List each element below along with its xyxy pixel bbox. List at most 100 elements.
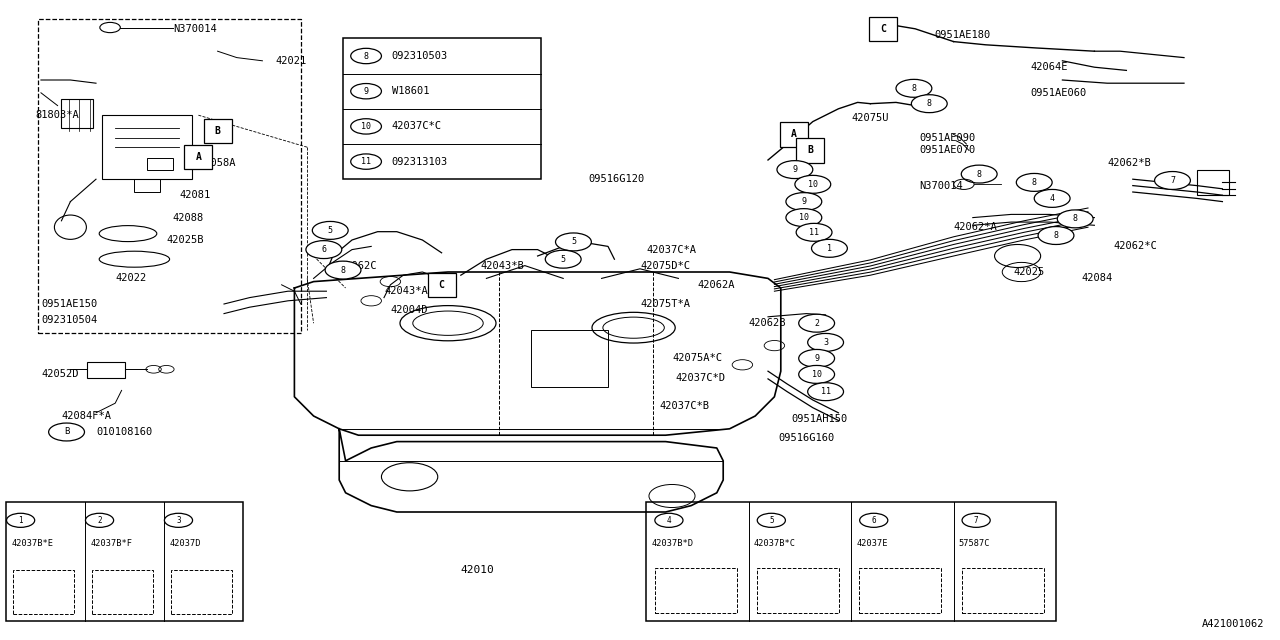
Circle shape <box>306 241 342 259</box>
Bar <box>6 502 243 621</box>
Bar <box>102 115 192 179</box>
Text: 092310504: 092310504 <box>41 315 97 325</box>
Text: 81803*A: 81803*A <box>36 110 79 120</box>
Text: 42037B*C: 42037B*C <box>754 540 796 548</box>
Text: 42084: 42084 <box>1082 273 1112 284</box>
Circle shape <box>786 209 822 227</box>
Text: 5: 5 <box>769 516 773 525</box>
Text: 9: 9 <box>792 165 797 174</box>
Text: 4: 4 <box>667 516 671 525</box>
Circle shape <box>799 314 835 332</box>
Bar <box>92 570 154 614</box>
Text: N370014: N370014 <box>173 24 216 34</box>
Text: 11: 11 <box>809 228 819 237</box>
Text: 10: 10 <box>808 180 818 189</box>
Text: 5: 5 <box>561 255 566 264</box>
Text: 42075T*A: 42075T*A <box>640 299 690 309</box>
Text: 0951AE180: 0951AE180 <box>934 30 991 40</box>
Text: 8: 8 <box>1073 214 1078 223</box>
Circle shape <box>556 233 591 251</box>
Circle shape <box>911 95 947 113</box>
Text: 8: 8 <box>1053 231 1059 240</box>
Circle shape <box>808 383 844 401</box>
Text: 42037D: 42037D <box>169 540 201 548</box>
Text: 0951AE060: 0951AE060 <box>1030 88 1087 98</box>
Text: 7: 7 <box>1170 176 1175 185</box>
Text: 0951AE090: 0951AE090 <box>919 132 975 143</box>
Text: B: B <box>64 428 69 436</box>
Text: 9: 9 <box>364 86 369 96</box>
Text: 092310503: 092310503 <box>392 51 448 61</box>
Text: 42004D: 42004D <box>390 305 428 316</box>
Circle shape <box>799 349 835 367</box>
Text: B: B <box>808 145 813 156</box>
Text: 8: 8 <box>927 99 932 108</box>
Text: B: B <box>215 126 220 136</box>
Bar <box>13 570 74 614</box>
Bar <box>646 502 1056 621</box>
Text: 5: 5 <box>328 226 333 235</box>
Circle shape <box>1034 189 1070 207</box>
Text: 57587C: 57587C <box>959 540 991 548</box>
Text: 42037B*E: 42037B*E <box>12 540 54 548</box>
Text: 11: 11 <box>820 387 831 396</box>
Text: 2: 2 <box>97 516 102 525</box>
Bar <box>184 145 212 169</box>
Text: 42062A: 42062A <box>698 280 735 290</box>
Circle shape <box>325 261 361 279</box>
Bar <box>87 362 125 378</box>
Text: 3: 3 <box>823 338 828 347</box>
Text: A421001062: A421001062 <box>1202 619 1265 629</box>
Text: 42062*B: 42062*B <box>1107 158 1151 168</box>
Text: 9: 9 <box>814 354 819 363</box>
Text: C: C <box>881 24 886 34</box>
Text: C: C <box>439 280 444 290</box>
Text: 3: 3 <box>177 516 180 525</box>
Text: 4: 4 <box>1050 194 1055 203</box>
Circle shape <box>896 79 932 97</box>
Circle shape <box>812 239 847 257</box>
Text: 8: 8 <box>1032 178 1037 187</box>
Bar <box>61 99 93 128</box>
Text: 09516G120: 09516G120 <box>589 174 645 184</box>
Circle shape <box>49 423 84 441</box>
Text: 42037C*B: 42037C*B <box>659 401 709 412</box>
Text: 0951AE150: 0951AE150 <box>41 299 97 309</box>
Circle shape <box>961 165 997 183</box>
Text: 42010: 42010 <box>461 564 494 575</box>
Text: 1: 1 <box>827 244 832 253</box>
Text: 42081: 42081 <box>179 190 210 200</box>
Text: A: A <box>196 152 201 162</box>
Text: 42037C*D: 42037C*D <box>676 372 726 383</box>
Circle shape <box>796 223 832 241</box>
Text: 42043*B: 42043*B <box>480 260 524 271</box>
Text: 42088: 42088 <box>173 212 204 223</box>
Text: 42037C*A: 42037C*A <box>646 244 696 255</box>
Text: 8: 8 <box>977 170 982 179</box>
Bar <box>869 17 897 41</box>
Text: 42037E: 42037E <box>856 540 888 548</box>
Bar <box>961 568 1043 613</box>
Circle shape <box>795 175 831 193</box>
Bar <box>1197 170 1229 195</box>
Text: 8: 8 <box>911 84 916 93</box>
Bar <box>204 119 232 143</box>
Bar <box>428 273 456 297</box>
Text: 9: 9 <box>801 197 806 206</box>
Circle shape <box>545 250 581 268</box>
Text: 42025: 42025 <box>1014 267 1044 277</box>
Text: 8: 8 <box>364 51 369 61</box>
Bar <box>654 568 736 613</box>
Text: 42064E: 42064E <box>1030 62 1068 72</box>
Circle shape <box>799 365 835 383</box>
Text: 42043*A: 42043*A <box>384 286 428 296</box>
Bar <box>134 179 160 192</box>
Text: 42084F*A: 42084F*A <box>61 411 111 421</box>
Circle shape <box>1057 210 1093 228</box>
Text: 2: 2 <box>814 319 819 328</box>
Text: 42075U: 42075U <box>851 113 888 124</box>
Text: N370014: N370014 <box>919 180 963 191</box>
Text: 010108160: 010108160 <box>96 427 152 437</box>
Bar <box>38 19 301 333</box>
Text: 42075D*C: 42075D*C <box>640 260 690 271</box>
